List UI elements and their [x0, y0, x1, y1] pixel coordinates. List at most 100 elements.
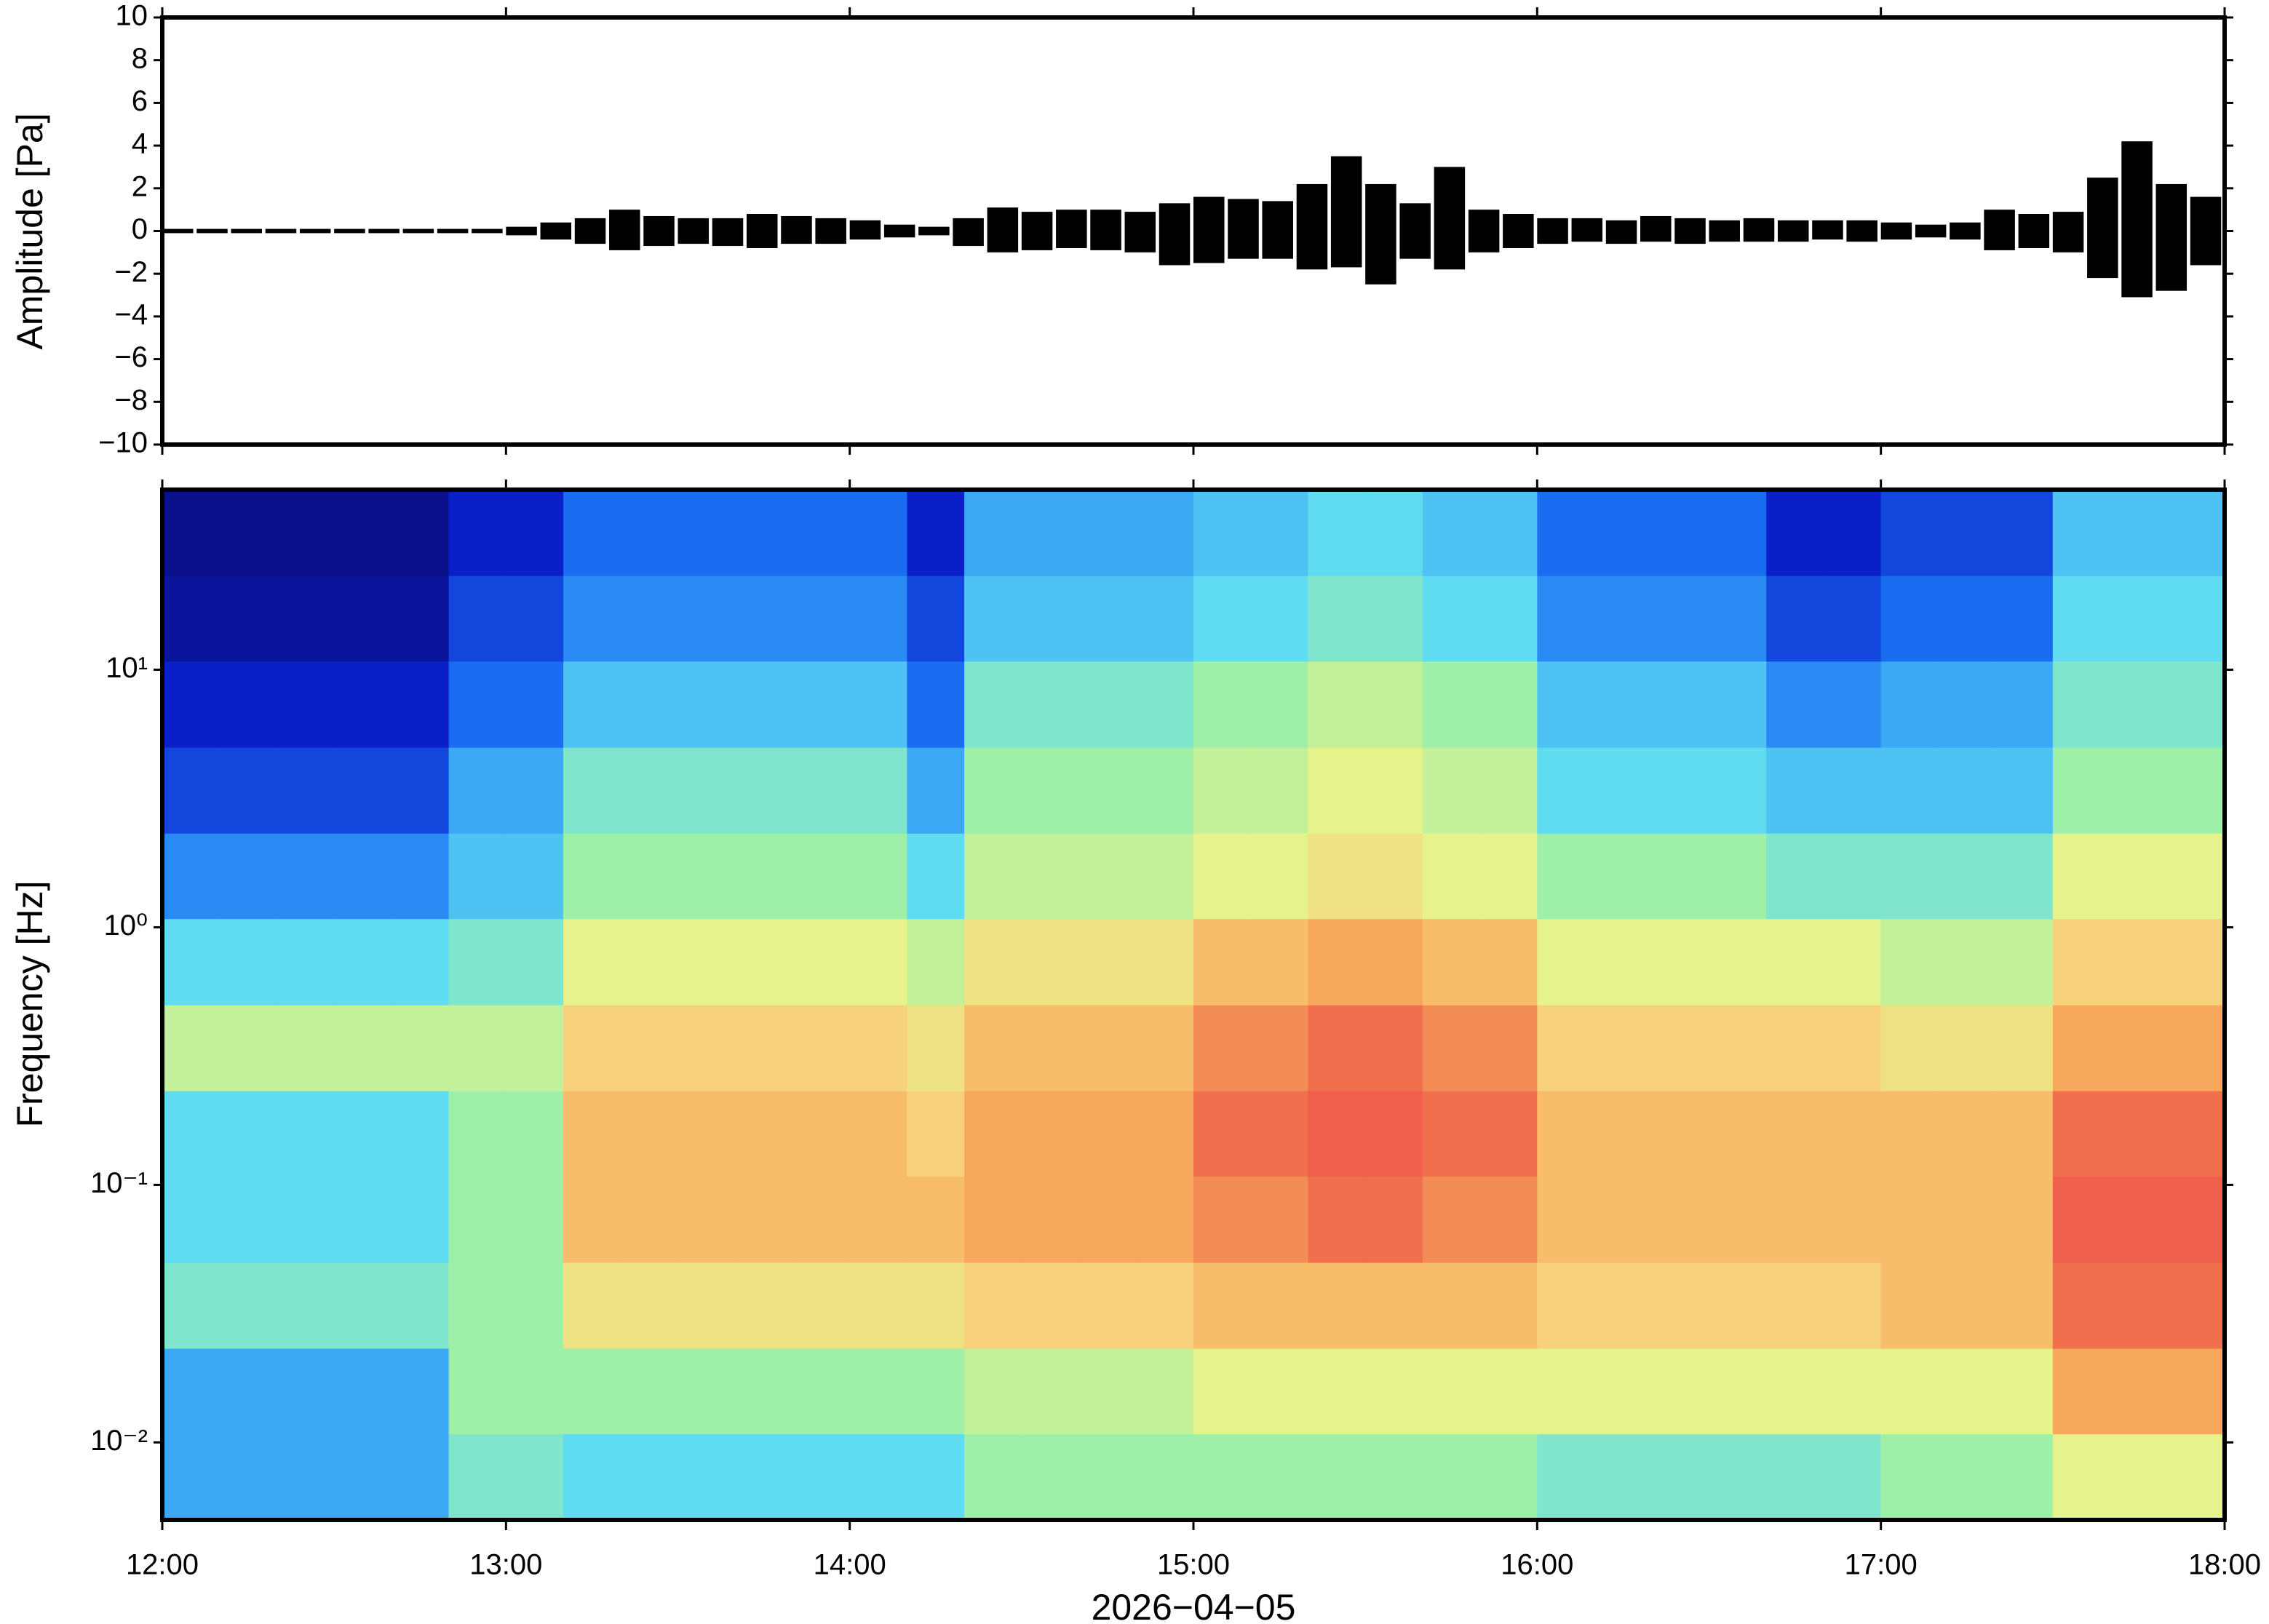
heatmap-cell: [1479, 833, 1538, 920]
heatmap-cell: [964, 1005, 1022, 1091]
heatmap-cell: [391, 1262, 450, 1349]
heatmap-cell: [219, 747, 278, 834]
heatmap-cell: [1594, 918, 1653, 1006]
heatmap-cell: [506, 918, 564, 1006]
heatmap-cell: [2052, 1262, 2111, 1349]
heatmap-cell: [334, 1433, 392, 1521]
waveform-segment: [815, 218, 846, 244]
heatmap-cell: [677, 1348, 736, 1435]
heatmap-cell: [1021, 1348, 1080, 1435]
heatmap-cell: [1308, 747, 1366, 834]
heatmap-cell: [277, 661, 335, 748]
heatmap-cell: [1422, 490, 1481, 576]
y-tick-label: 10⁰: [103, 909, 148, 942]
heatmap-cell: [448, 490, 506, 576]
heatmap-cell: [1193, 490, 1252, 576]
heatmap-cell: [1823, 918, 1882, 1006]
heatmap-cell: [277, 833, 335, 920]
heatmap-cell: [1766, 661, 1824, 748]
heatmap-cell: [1880, 1433, 1939, 1521]
heatmap-cell: [1193, 1348, 1252, 1435]
heatmap-cell: [1995, 747, 2054, 834]
heatmap-cell: [1479, 1005, 1538, 1091]
heatmap-cell: [1250, 661, 1309, 748]
waveform-segment: [677, 218, 710, 244]
waveform-segment: [2018, 214, 2050, 248]
heatmap-cell: [964, 490, 1022, 576]
heatmap-cell: [2110, 1091, 2168, 1177]
heatmap-cell: [849, 918, 908, 1006]
heatmap-cell: [792, 1091, 851, 1177]
heatmap-cell: [1995, 833, 2054, 920]
heatmap-cell: [162, 1262, 220, 1349]
heatmap-cell: [2167, 1091, 2225, 1177]
waveform-segment: [1571, 218, 1603, 242]
heatmap-cell: [219, 1348, 278, 1435]
heatmap-cell: [563, 1176, 621, 1263]
heatmap-cell: [162, 1348, 220, 1435]
heatmap-cell: [620, 661, 679, 748]
heatmap-cell: [1651, 1005, 1710, 1091]
heatmap-cell: [1308, 661, 1366, 748]
heatmap-cell: [1422, 1176, 1481, 1263]
waveform-segment: [953, 218, 984, 247]
heatmap-cell: [1594, 1433, 1653, 1521]
waveform-segment: [1124, 212, 1156, 252]
heatmap-cell: [219, 918, 278, 1006]
heatmap-cell: [563, 1005, 621, 1091]
heatmap-cell: [1250, 576, 1309, 662]
waveform-segment: [1434, 167, 1466, 270]
heatmap-cell: [1995, 490, 2054, 576]
y-tick-label: 10¹: [106, 652, 148, 684]
heatmap-cell: [448, 747, 506, 834]
heatmap-cell: [1880, 747, 1939, 834]
heatmap-cell: [2167, 661, 2225, 748]
heatmap-cell: [391, 490, 450, 576]
heatmap-cell: [1136, 747, 1194, 834]
x-tick-label: 14:00: [814, 1549, 886, 1581]
heatmap-cell: [2052, 661, 2111, 748]
heatmap-cell: [1021, 833, 1080, 920]
heatmap-cell: [1938, 490, 1996, 576]
waveform-segment: [987, 207, 1019, 252]
heatmap-cell: [1365, 918, 1423, 1006]
heatmap-cell: [620, 1262, 679, 1349]
waveform-segment: [1743, 218, 1775, 242]
heatmap-cell: [506, 490, 564, 576]
heatmap-cell: [677, 747, 736, 834]
heatmap-cell: [2052, 833, 2111, 920]
waveform-segment: [1330, 156, 1362, 268]
heatmap-cell: [1823, 661, 1882, 748]
heatmap-cell: [219, 833, 278, 920]
heatmap-cell: [277, 1176, 335, 1263]
heatmap-cell: [677, 1091, 736, 1177]
heatmap-cell: [677, 576, 736, 662]
heatmap-cell: [1308, 1091, 1366, 1177]
heatmap-cell: [334, 576, 392, 662]
waveform-segment: [299, 228, 331, 234]
heatmap-cell: [1136, 1262, 1194, 1349]
heatmap-cell: [1193, 1262, 1252, 1349]
waveform-segment: [437, 228, 469, 234]
waveform-segment: [196, 228, 228, 234]
heatmap-cell: [1250, 1262, 1309, 1349]
heatmap-cell: [506, 1176, 564, 1263]
heatmap-cell: [2167, 1262, 2225, 1349]
heatmap-cell: [1250, 833, 1309, 920]
heatmap-cell: [219, 661, 278, 748]
heatmap-cell: [1938, 1348, 1996, 1435]
x-tick-label: 15:00: [1157, 1549, 1230, 1581]
heatmap-cell: [1365, 576, 1423, 662]
heatmap-cell: [1766, 576, 1824, 662]
heatmap-cell: [1308, 1433, 1366, 1521]
waveform-segment: [1296, 183, 1328, 270]
heatmap-cell: [1594, 1091, 1653, 1177]
heatmap-cell: [964, 1176, 1022, 1263]
heatmap-cell: [1308, 833, 1366, 920]
heatmap-cell: [1594, 1005, 1653, 1091]
heatmap-cell: [1594, 833, 1653, 920]
heatmap-cell: [391, 747, 450, 834]
heatmap-cell: [219, 1091, 278, 1177]
heatmap-cell: [1422, 1091, 1481, 1177]
y-tick-label: 10⁻²: [90, 1425, 148, 1457]
